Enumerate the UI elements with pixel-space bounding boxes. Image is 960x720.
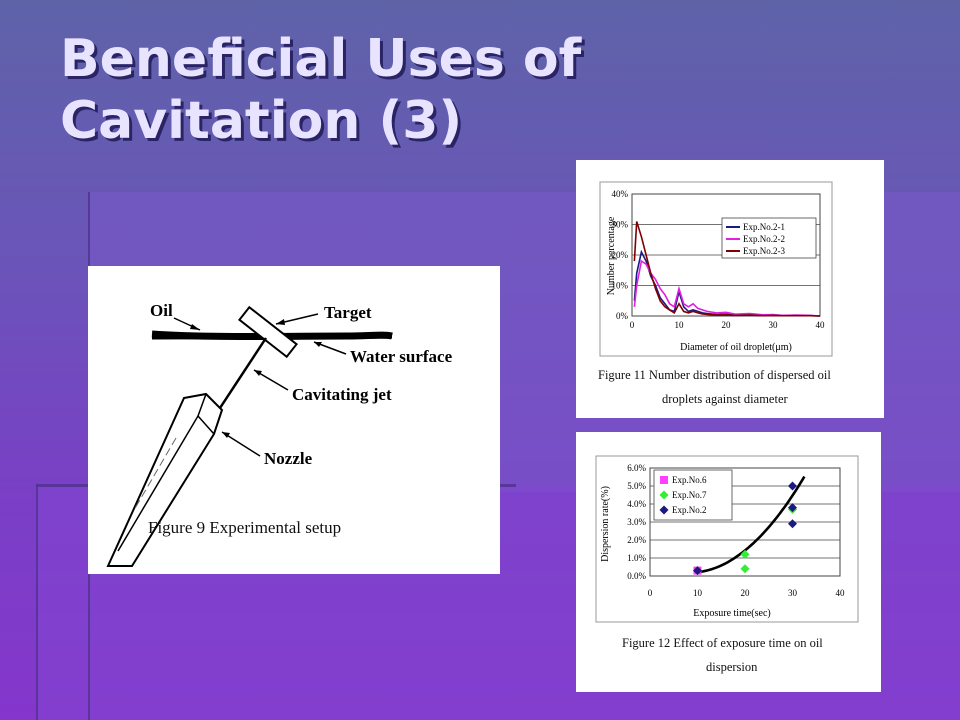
figure12-y-tick: 2.0% (627, 535, 646, 545)
figure11-caption-line-1: Figure 11 Number distribution of dispers… (598, 368, 831, 382)
figure12-y-tick: 0.0% (627, 571, 646, 581)
figure12-point-series-3 (788, 503, 797, 513)
figure12-point-series-2 (740, 549, 750, 559)
figure12-caption-line-2: dispersion (706, 660, 758, 674)
figure11-legend-label: Exp.No.2-1 (743, 222, 785, 232)
label-water-surface: Water surface (350, 347, 453, 366)
figure12-legend-marker (659, 505, 669, 515)
figure9-caption: Figure 9 Experimental setup (148, 518, 342, 537)
figure12-y-tick: 3.0% (627, 517, 646, 527)
figure12-data-points (693, 481, 797, 576)
figure12-point-series-3 (788, 519, 797, 529)
figure11-legend-label: Exp.No.2-2 (743, 234, 785, 244)
nozzle-leader (221, 431, 261, 457)
figure11-x-tick-labels: 0 10 20 30 40 (630, 320, 825, 330)
figure12-y-tick: 5.0% (627, 481, 646, 491)
figure12-x-tick: 0 (648, 588, 653, 598)
figure12-point-series-2 (740, 564, 750, 574)
figure11-x-tick: 10 (675, 320, 685, 330)
slide-title-line-1: Beneficial Uses of (60, 29, 582, 89)
figure11-y-tick: 20% (612, 250, 629, 260)
figure11-legend: Exp.No.2-1 Exp.No.2-2 Exp.No.2-3 (721, 217, 817, 259)
figure11-x-tick: 40 (816, 320, 826, 330)
figure11-legend-label: Exp.No.2-3 (743, 246, 785, 256)
label-oil: Oil (150, 301, 173, 320)
figure11-x-tick: 0 (630, 320, 635, 330)
figure11-caption-line-2: droplets against diameter (662, 392, 788, 406)
figure12-caption-line-1: Figure 12 Effect of exposure time on oil (622, 636, 823, 650)
figure12-x-tick: 40 (836, 588, 846, 598)
figure12-point-series-3 (693, 566, 702, 576)
slide-title: Beneficial Uses of Cavitation (3) (60, 28, 620, 152)
figure11-x-tick: 20 (722, 320, 732, 330)
figure12-y-tick-labels: 0.0% 1.0% 2.0% 3.0% 4.0% 5.0% 6.0% (627, 463, 646, 581)
figure11-chart: 0%10%20%30%40% 0 10 20 30 40 Exp.No.2-1Exp.N… (599, 181, 833, 357)
figure12-trendline (695, 475, 806, 574)
figure11-y-tick-labels: 0% 10% 20% 30% 40% (612, 189, 629, 321)
label-nozzle: Nozzle (264, 449, 313, 468)
figure12-y-tick: 6.0% (627, 463, 646, 473)
figure11-frame (599, 181, 833, 357)
figure12-legend-label: Exp.No.6 (672, 475, 707, 485)
figure12-y-tick: 4.0% (627, 499, 646, 509)
figure12-legend-marker (659, 490, 669, 500)
label-cavitating-jet: Cavitating jet (292, 385, 392, 404)
figure12-frame (595, 455, 859, 623)
figure12-x-axis-label: Exposure time(sec) (693, 608, 770, 619)
background-rule-vertical-left (36, 484, 38, 720)
figure12-legend-label: Exp.No.7 (672, 490, 707, 500)
figure12-legend: Exp.No.6 Exp.No.7 Exp.No.2 (653, 469, 733, 521)
figure12-trend-curve (695, 475, 806, 574)
figure11-x-axis-label: Diameter of oil droplet(μm) (680, 342, 792, 353)
figure11-y-tick: 10% (612, 281, 629, 291)
figure11-y-tick: 0% (616, 311, 629, 321)
figure11-y-axis-label: Number percentage (606, 216, 617, 295)
figure11-y-tick: 30% (612, 220, 629, 230)
figure12-x-tick: 30 (788, 588, 798, 598)
figure12-point-series-3 (788, 481, 797, 491)
figure12-y-tick: 1.0% (627, 553, 646, 563)
figure12-x-tick: 10 (693, 588, 703, 598)
figure11-y-tick: 40% (612, 189, 629, 199)
cavitating-jet-line (218, 337, 268, 409)
figure12-legend-marker (660, 476, 668, 484)
figure12-y-axis-label: Dispersion rate(%) (600, 486, 611, 562)
figure12-x-tick: 20 (741, 588, 751, 598)
figure12-chart: 0.0% 1.0% 2.0% 3.0% 4.0% 5.0% 6.0% 0 10 20 30 40 E… (595, 455, 859, 623)
figure9-panel: Oil Target Water surface Cavitating jet … (88, 266, 500, 574)
target-plate (238, 305, 298, 359)
figure11-series-line-2 (633, 259, 821, 317)
figure12-panel: 0.0% 1.0% 2.0% 3.0% 4.0% 5.0% 6.0% 0 10 20 30 40 E… (576, 432, 881, 692)
nozzle-body (106, 392, 224, 567)
figure12-x-tick-labels: 0 10 20 30 40 (648, 588, 845, 598)
figure11-panel: 0% 10% 20% 30% 40% 0 10 20 30 40 Exp.No.2-1 Exp.N… (576, 160, 884, 418)
figure11-series-lines (633, 221, 821, 317)
label-target: Target (324, 303, 372, 322)
slide-title-line-2: Cavitation (3) (60, 91, 463, 151)
figure9-diagram: Oil Target Water surface Cavitating jet … (106, 301, 453, 567)
figure11-x-tick: 30 (769, 320, 779, 330)
figure12-legend-label: Exp.No.2 (672, 505, 707, 515)
figure11-series-line-3 (633, 221, 821, 317)
